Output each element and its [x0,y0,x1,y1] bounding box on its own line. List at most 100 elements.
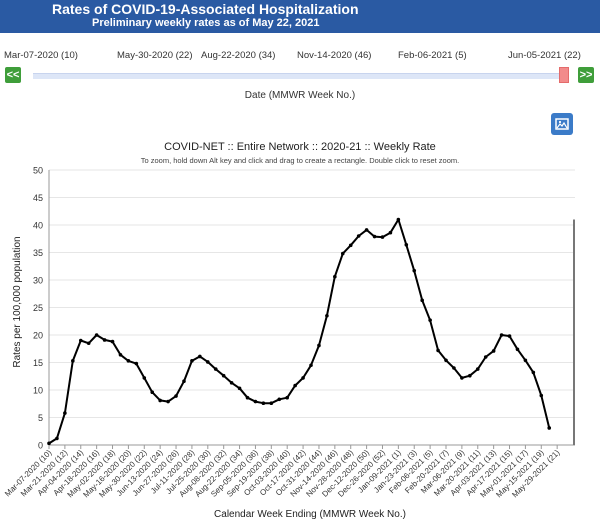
data-point[interactable] [396,217,401,222]
y-tick-label: 5 [38,413,43,423]
data-point[interactable] [277,397,282,402]
x-axis-label: Calendar Week Ending (MMWR Week No.) [214,509,406,520]
data-point[interactable] [388,230,393,235]
data-point[interactable] [118,353,123,357]
data-point[interactable] [309,363,313,368]
y-tick-label: 35 [33,248,43,258]
data-point[interactable] [174,394,178,398]
y-tick-label: 50 [33,166,43,176]
data-point[interactable] [182,379,186,383]
chart-hint: To zoom, hold down Alt key and click and… [140,156,460,165]
data-point[interactable] [86,341,91,346]
data-point[interactable] [293,383,297,388]
data-point[interactable] [380,235,385,239]
data-point[interactable] [356,234,361,238]
data-point[interactable] [483,355,488,359]
data-point[interactable] [158,398,162,403]
timeline-label-5: Jun-05-2021 (22) [508,50,581,61]
data-point[interactable] [412,268,417,273]
data-point[interactable] [404,243,409,247]
data-point[interactable] [261,401,266,405]
data-point[interactable] [150,390,155,394]
data-point[interactable] [142,376,147,380]
data-point[interactable] [491,349,496,353]
data-point[interactable] [475,367,480,371]
data-point[interactable] [134,361,139,366]
data-point[interactable] [71,359,75,363]
line-chart[interactable]: 0 5 10 15 20 25 30 35 40 45 50 Mar-07-2020 (10)Mar… [0,160,600,523]
y-tick-label: 45 [33,193,43,203]
data-point[interactable] [221,373,226,378]
data-point[interactable] [78,338,83,343]
y-tick-label: 0 [38,441,43,451]
data-point[interactable] [285,395,290,400]
series [47,217,552,446]
y-tick-label: 25 [33,303,43,313]
data-point[interactable] [301,376,305,380]
page-title: Rates of COVID-19-Associated Hospitaliza… [52,1,359,17]
data-point[interactable] [460,376,464,380]
data-point[interactable] [245,395,250,400]
data-point[interactable] [206,360,210,364]
data-point[interactable] [499,333,504,337]
timeline-track[interactable] [33,73,569,79]
y-tick-label: 40 [33,221,43,231]
timeline-label-2: Aug-22-2020 (34) [201,50,276,61]
data-point[interactable] [364,228,369,232]
data-point[interactable] [420,298,424,303]
timeline-label-4: Feb-06-2021 (5) [398,50,467,61]
data-point[interactable] [198,354,202,359]
y-tick-labels: 0 5 10 15 20 25 30 35 40 45 50 [33,166,43,451]
data-point[interactable] [55,436,59,441]
data-point[interactable] [213,367,218,371]
data-point[interactable] [253,399,258,404]
data-point[interactable] [444,358,448,363]
data-point[interactable] [507,334,512,338]
data-point[interactable] [269,401,274,405]
y-tick-label: 15 [33,358,43,368]
data-point[interactable] [94,333,99,337]
image-icon [555,118,569,130]
data-point[interactable] [436,348,440,353]
grid-lines [49,169,575,418]
data-point[interactable] [229,381,234,385]
data-point[interactable] [102,338,107,342]
timeline-prev-button[interactable]: << [5,67,21,83]
y-tick-label: 30 [33,276,43,286]
data-point[interactable] [317,343,321,348]
data-point[interactable] [166,399,170,404]
data-point[interactable] [340,251,345,256]
timeline-handle[interactable] [559,67,569,83]
timeline-next-button[interactable]: >> [578,67,594,83]
data-point[interactable] [47,441,51,446]
data-point[interactable] [452,366,456,370]
timeline-caption: Date (MMWR Week No.) [244,90,356,101]
data-point[interactable] [372,234,377,239]
data-point[interactable] [237,386,242,391]
y-tick-label: 20 [33,331,43,341]
data-point[interactable] [333,274,337,279]
x-tick-labels: Mar-07-2020 (10)Mar-21-2020 (12)Apr-04-2… [3,445,562,499]
data-point[interactable] [126,359,131,363]
timeline-label-0: Mar-07-2020 (10) [4,50,78,61]
data-point[interactable] [325,313,329,318]
page-subtitle: Preliminary weekly rates as of May 22, 2… [92,17,320,29]
data-point[interactable] [515,347,520,352]
data-point[interactable] [348,243,353,248]
y-axis-label: Rates per 100,000 population [12,236,23,367]
page-header: Rates of COVID-19-Associated Hospitaliza… [0,0,600,33]
data-point[interactable] [531,370,536,375]
data-point[interactable] [110,339,115,344]
data-point[interactable] [63,411,67,415]
data-point[interactable] [523,358,528,363]
data-point[interactable] [539,393,544,398]
timeline-label-3: Nov-14-2020 (46) [297,50,372,61]
axes [48,170,575,446]
data-point[interactable] [428,318,432,322]
data-point[interactable] [468,373,472,378]
download-image-button[interactable] [551,113,573,135]
chart-title: COVID-NET :: Entire Network :: 2020-21 :… [164,141,436,153]
data-point[interactable] [547,426,552,430]
data-point[interactable] [190,359,194,363]
series-line [48,218,551,445]
